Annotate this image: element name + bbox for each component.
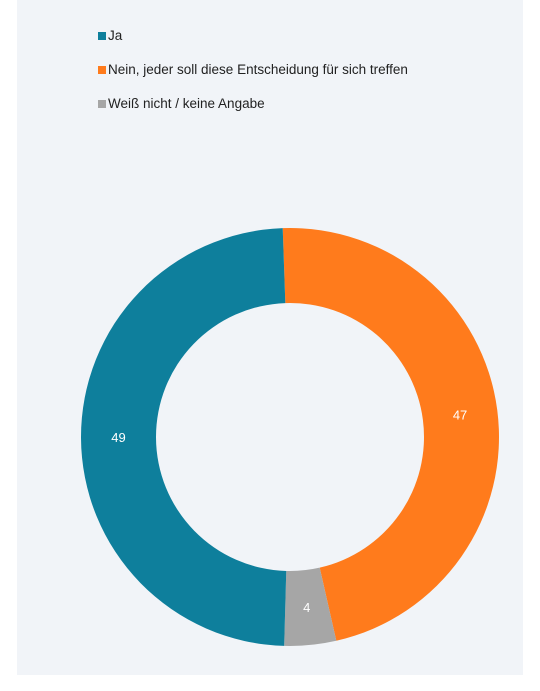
legend-item-ja: Ja	[98, 26, 408, 45]
donut-slice	[284, 567, 337, 647]
slice-value-label: 4	[303, 600, 310, 615]
legend-label: Weiß nicht / keine Angabe	[108, 96, 265, 111]
legend-item-nein: Nein, jeder soll diese Entscheidung für …	[98, 60, 408, 79]
donut-slice	[282, 228, 499, 641]
legend-swatch	[98, 31, 106, 40]
legend: Ja Nein, jeder soll diese Entscheidung f…	[98, 26, 408, 128]
donut-slice	[81, 228, 287, 646]
slice-value-label: 49	[111, 430, 125, 445]
legend-label: Ja	[108, 28, 123, 43]
legend-item-weiss-nicht: Weiß nicht / keine Angabe	[98, 94, 408, 113]
legend-swatch	[98, 65, 106, 74]
slice-value-label: 47	[453, 407, 467, 422]
legend-label: Nein, jeder soll diese Entscheidung für …	[108, 62, 408, 77]
legend-swatch	[98, 99, 106, 108]
